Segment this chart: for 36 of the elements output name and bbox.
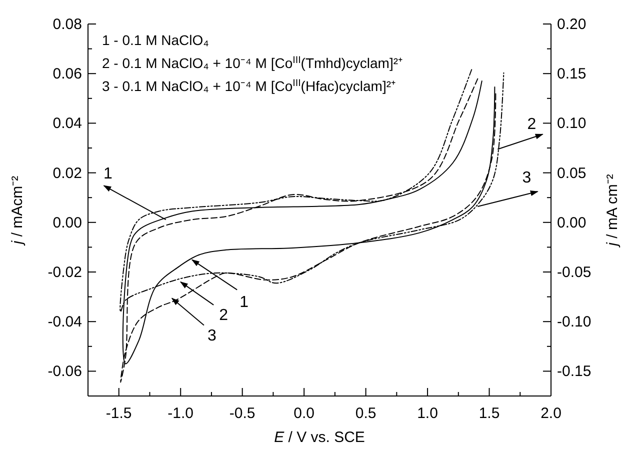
y2-tick-label: 0.10 xyxy=(557,115,586,132)
y2-tick-label: 0.20 xyxy=(557,16,586,33)
annotation: 1 - 0.1 M NaClO₄ xyxy=(102,32,210,48)
y2-tick-label: 0.00 xyxy=(557,214,586,232)
y-tick-label: 0.02 xyxy=(52,164,82,182)
annotation: 3 xyxy=(208,327,217,344)
y-tick-label: 0.00 xyxy=(52,214,82,232)
y2-tick-label: 0.15 xyxy=(557,66,586,83)
x-tick-label: -1.0 xyxy=(168,405,194,422)
x-tick-label: 2.0 xyxy=(540,405,562,422)
annotation: 2 - 0.1 M NaClO₄ + 10⁻⁴ M [Co$^{III}$(Tmhd)cyclam]²⁺ xyxy=(102,54,404,71)
y-tick-label: 0.08 xyxy=(52,16,82,33)
annotation: 2 xyxy=(219,306,228,324)
x-tick-label: 0.5 xyxy=(355,405,376,422)
y2-tick-label: -0.15 xyxy=(557,363,592,380)
y-tick-label: -0.02 xyxy=(48,264,82,281)
annotation: 3 - 0.1 M NaClO₄ + 10⁻⁴ M [Co$^{III}$(Hfac)cyclam]²⁺ xyxy=(102,78,396,94)
x-axis-title: E / V vs. SCE xyxy=(274,429,365,446)
y-tick-label: -0.04 xyxy=(48,314,82,331)
y2-axis-title: j / mA cm⁻² xyxy=(604,174,621,248)
y-tick-label: -0.06 xyxy=(48,363,82,380)
y2-tick-label: -0.05 xyxy=(557,264,592,281)
x-tick-label: 0.0 xyxy=(294,405,314,422)
annotation: 3 xyxy=(522,170,532,187)
x-tick-label: 1.0 xyxy=(417,405,438,422)
annotation: 1 xyxy=(240,294,249,311)
x-tick-label: -1.5 xyxy=(106,405,132,422)
x-tick-label: 1.5 xyxy=(478,405,500,422)
annotation: 2 xyxy=(527,116,536,134)
y2-tick-label: -0.10 xyxy=(557,314,592,331)
x-tick-label: -0.5 xyxy=(229,405,256,422)
y-tick-label: 0.06 xyxy=(52,66,82,83)
annotation: 1 xyxy=(103,166,112,183)
y2-tick-label: 0.05 xyxy=(557,164,586,182)
y-axis-title: j / mAcm⁻² xyxy=(9,176,26,246)
y-tick-label: 0.04 xyxy=(52,115,82,132)
